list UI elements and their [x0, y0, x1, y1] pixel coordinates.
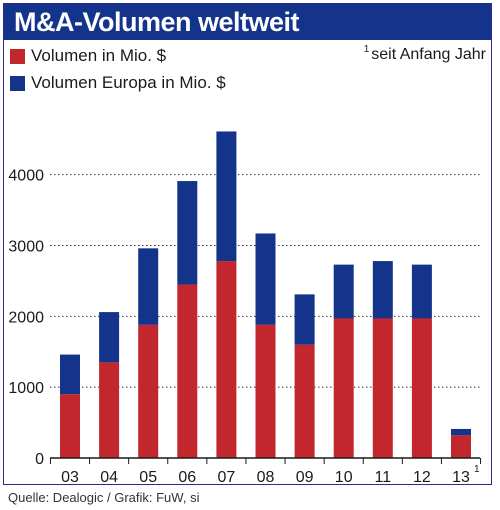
bar-europe — [99, 312, 120, 363]
bar-europe — [138, 248, 159, 325]
x-tick-label: 12 — [413, 469, 431, 486]
x-tick-label: 05 — [139, 469, 157, 486]
bar-total — [451, 435, 471, 458]
legend-item-total: Volumen in Mio. $ — [10, 44, 166, 68]
bar-total — [177, 284, 198, 458]
bar-europe — [372, 261, 393, 319]
bar-chart: 0 1000 2000 3000 4000 03 04 05 06 07 08 09 10 11 12 13 1 — [8, 131, 482, 486]
bar-europe — [177, 181, 198, 285]
bar-total — [99, 362, 120, 458]
x-tick-label: 09 — [296, 469, 314, 486]
bar-europe — [216, 131, 237, 262]
footnote-marker: 1 — [363, 44, 370, 55]
y-tick-label: 0 — [35, 451, 44, 468]
title-bar: M&A-Volumen weltweit — [4, 4, 491, 40]
x-tick-footnote-marker: 1 — [474, 464, 480, 475]
legend-label-total: Volumen in Mio. $ — [31, 46, 167, 65]
x-tick-label: 13 — [452, 469, 470, 486]
bar-europe — [294, 294, 315, 345]
bar-total — [216, 261, 237, 458]
bar-europe — [60, 354, 80, 395]
bar-total — [294, 344, 315, 458]
chart-title: M&A-Volumen weltweit — [14, 7, 300, 37]
bar-europe — [451, 428, 471, 436]
footnote: 1 seit Anfang Jahr — [364, 44, 486, 64]
footnote-text: seit Anfang Jahr — [371, 46, 486, 63]
bar-total — [255, 324, 276, 458]
y-tick-label: 4000 — [8, 168, 44, 185]
x-tick-label: 10 — [335, 469, 353, 486]
bar-europe — [255, 233, 276, 325]
bar-total — [411, 318, 432, 458]
x-tick-label: 07 — [218, 469, 236, 486]
y-tick-label: 3000 — [8, 239, 44, 256]
source-line: Quelle: Dealogic / Grafik: FuW, si — [8, 490, 200, 505]
x-tick-label: 04 — [100, 469, 118, 486]
bar-europe — [333, 264, 354, 319]
bar-total — [333, 318, 354, 458]
bar-total — [372, 318, 393, 458]
bar-total — [60, 394, 80, 458]
y-tick-label: 1000 — [8, 380, 44, 397]
bar-total — [138, 324, 159, 458]
x-tick-label: 08 — [257, 469, 275, 486]
legend-swatch-total — [10, 48, 25, 64]
legend-label-europe: Volumen Europa in Mio. $ — [31, 73, 226, 92]
chart-frame — [3, 3, 492, 485]
x-tick-label: 11 — [374, 469, 391, 486]
y-tick-label: 2000 — [8, 309, 44, 326]
x-tick-label: 03 — [61, 469, 79, 486]
legend-item-europe: Volumen Europa in Mio. $ — [10, 71, 226, 95]
legend-swatch-europe — [10, 75, 25, 91]
x-tick-label: 06 — [178, 469, 196, 486]
bar-europe — [411, 264, 432, 319]
